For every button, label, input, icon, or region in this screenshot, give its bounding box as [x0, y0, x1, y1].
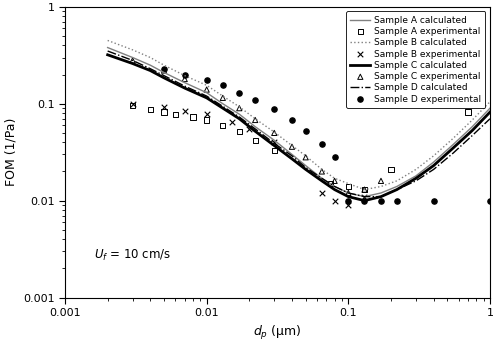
Point — [464, 109, 472, 115]
Point — [251, 117, 259, 123]
Point — [202, 87, 210, 92]
Point — [270, 130, 278, 136]
Point — [330, 155, 338, 160]
Point — [251, 97, 259, 103]
Point — [270, 140, 278, 145]
Point — [128, 103, 136, 109]
Point — [219, 82, 227, 88]
Point — [146, 106, 154, 112]
Point — [128, 58, 136, 63]
Point — [251, 137, 259, 143]
Point — [236, 105, 244, 111]
Point — [270, 148, 278, 153]
Point — [344, 198, 352, 203]
Y-axis label: FOM (1/Pa): FOM (1/Pa) — [4, 118, 18, 186]
Point — [202, 77, 210, 83]
Point — [377, 178, 385, 184]
X-axis label: $d_p$ (μm): $d_p$ (μm) — [253, 324, 302, 342]
Point — [128, 101, 136, 106]
Point — [318, 190, 326, 196]
Point — [236, 90, 244, 95]
Point — [318, 169, 326, 174]
Text: $U_f$ = 10 cm/s: $U_f$ = 10 cm/s — [94, 248, 171, 263]
Point — [246, 126, 254, 132]
Point — [360, 194, 368, 199]
Point — [330, 198, 338, 203]
Point — [318, 142, 326, 147]
Point — [430, 198, 438, 203]
Point — [302, 129, 310, 134]
Point — [344, 184, 352, 189]
Point — [344, 202, 352, 208]
Point — [160, 105, 168, 110]
Point — [486, 198, 494, 203]
Point — [180, 72, 188, 77]
Point — [387, 167, 395, 172]
Point — [393, 198, 401, 203]
Point — [202, 117, 210, 123]
Point — [219, 122, 227, 128]
Point — [288, 144, 296, 149]
Point — [326, 181, 334, 186]
Point — [202, 111, 210, 117]
Point — [180, 108, 188, 113]
Point — [360, 187, 368, 192]
Point — [302, 155, 310, 160]
Point — [180, 76, 188, 82]
Point — [270, 106, 278, 112]
Point — [219, 95, 227, 101]
Point — [160, 66, 168, 71]
Point — [160, 109, 168, 115]
Point — [236, 129, 244, 134]
Point — [288, 117, 296, 123]
Point — [189, 114, 197, 120]
Point — [360, 198, 368, 203]
Point — [344, 190, 352, 196]
Legend: Sample A calculated, Sample A experimental, Sample B calculated, Sample B experi: Sample A calculated, Sample A experiment… — [346, 11, 486, 108]
Point — [160, 68, 168, 73]
Point — [228, 119, 235, 124]
Point — [360, 187, 368, 192]
Point — [330, 178, 338, 184]
Point — [171, 111, 179, 117]
Point — [377, 198, 385, 203]
